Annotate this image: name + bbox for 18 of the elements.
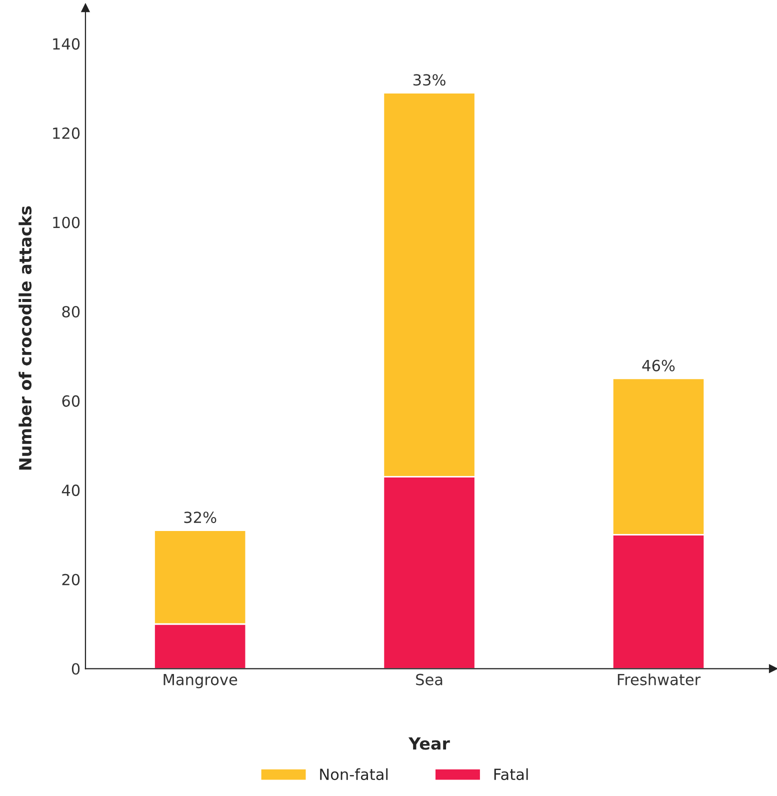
x-tick-label: Sea [416, 674, 442, 686]
x-tick-label: Mangrove [164, 674, 238, 688]
annotation: 33% [413, 74, 446, 86]
y-tick-label: 40 [62, 484, 80, 496]
y-tick-label: 140 [53, 38, 80, 50]
y-tick-label: 100 [53, 216, 80, 228]
y-tick-label: 0 [72, 663, 80, 675]
y-tick-label: 60 [62, 395, 80, 407]
x-tick-label: Freshwater [618, 674, 701, 686]
annotation: 32% [184, 512, 216, 524]
y-axis-title: Number of crocodile attacks [18, 206, 32, 470]
legend-label: Non-fatal [320, 768, 388, 780]
legend-label: Fatal [494, 768, 528, 780]
y-tick-label: 120 [53, 127, 80, 139]
annotation: 46% [642, 360, 675, 372]
x-axis-title: Year [408, 737, 450, 750]
y-tick-label: 20 [62, 574, 80, 586]
y-tick-label: 80 [62, 306, 80, 318]
